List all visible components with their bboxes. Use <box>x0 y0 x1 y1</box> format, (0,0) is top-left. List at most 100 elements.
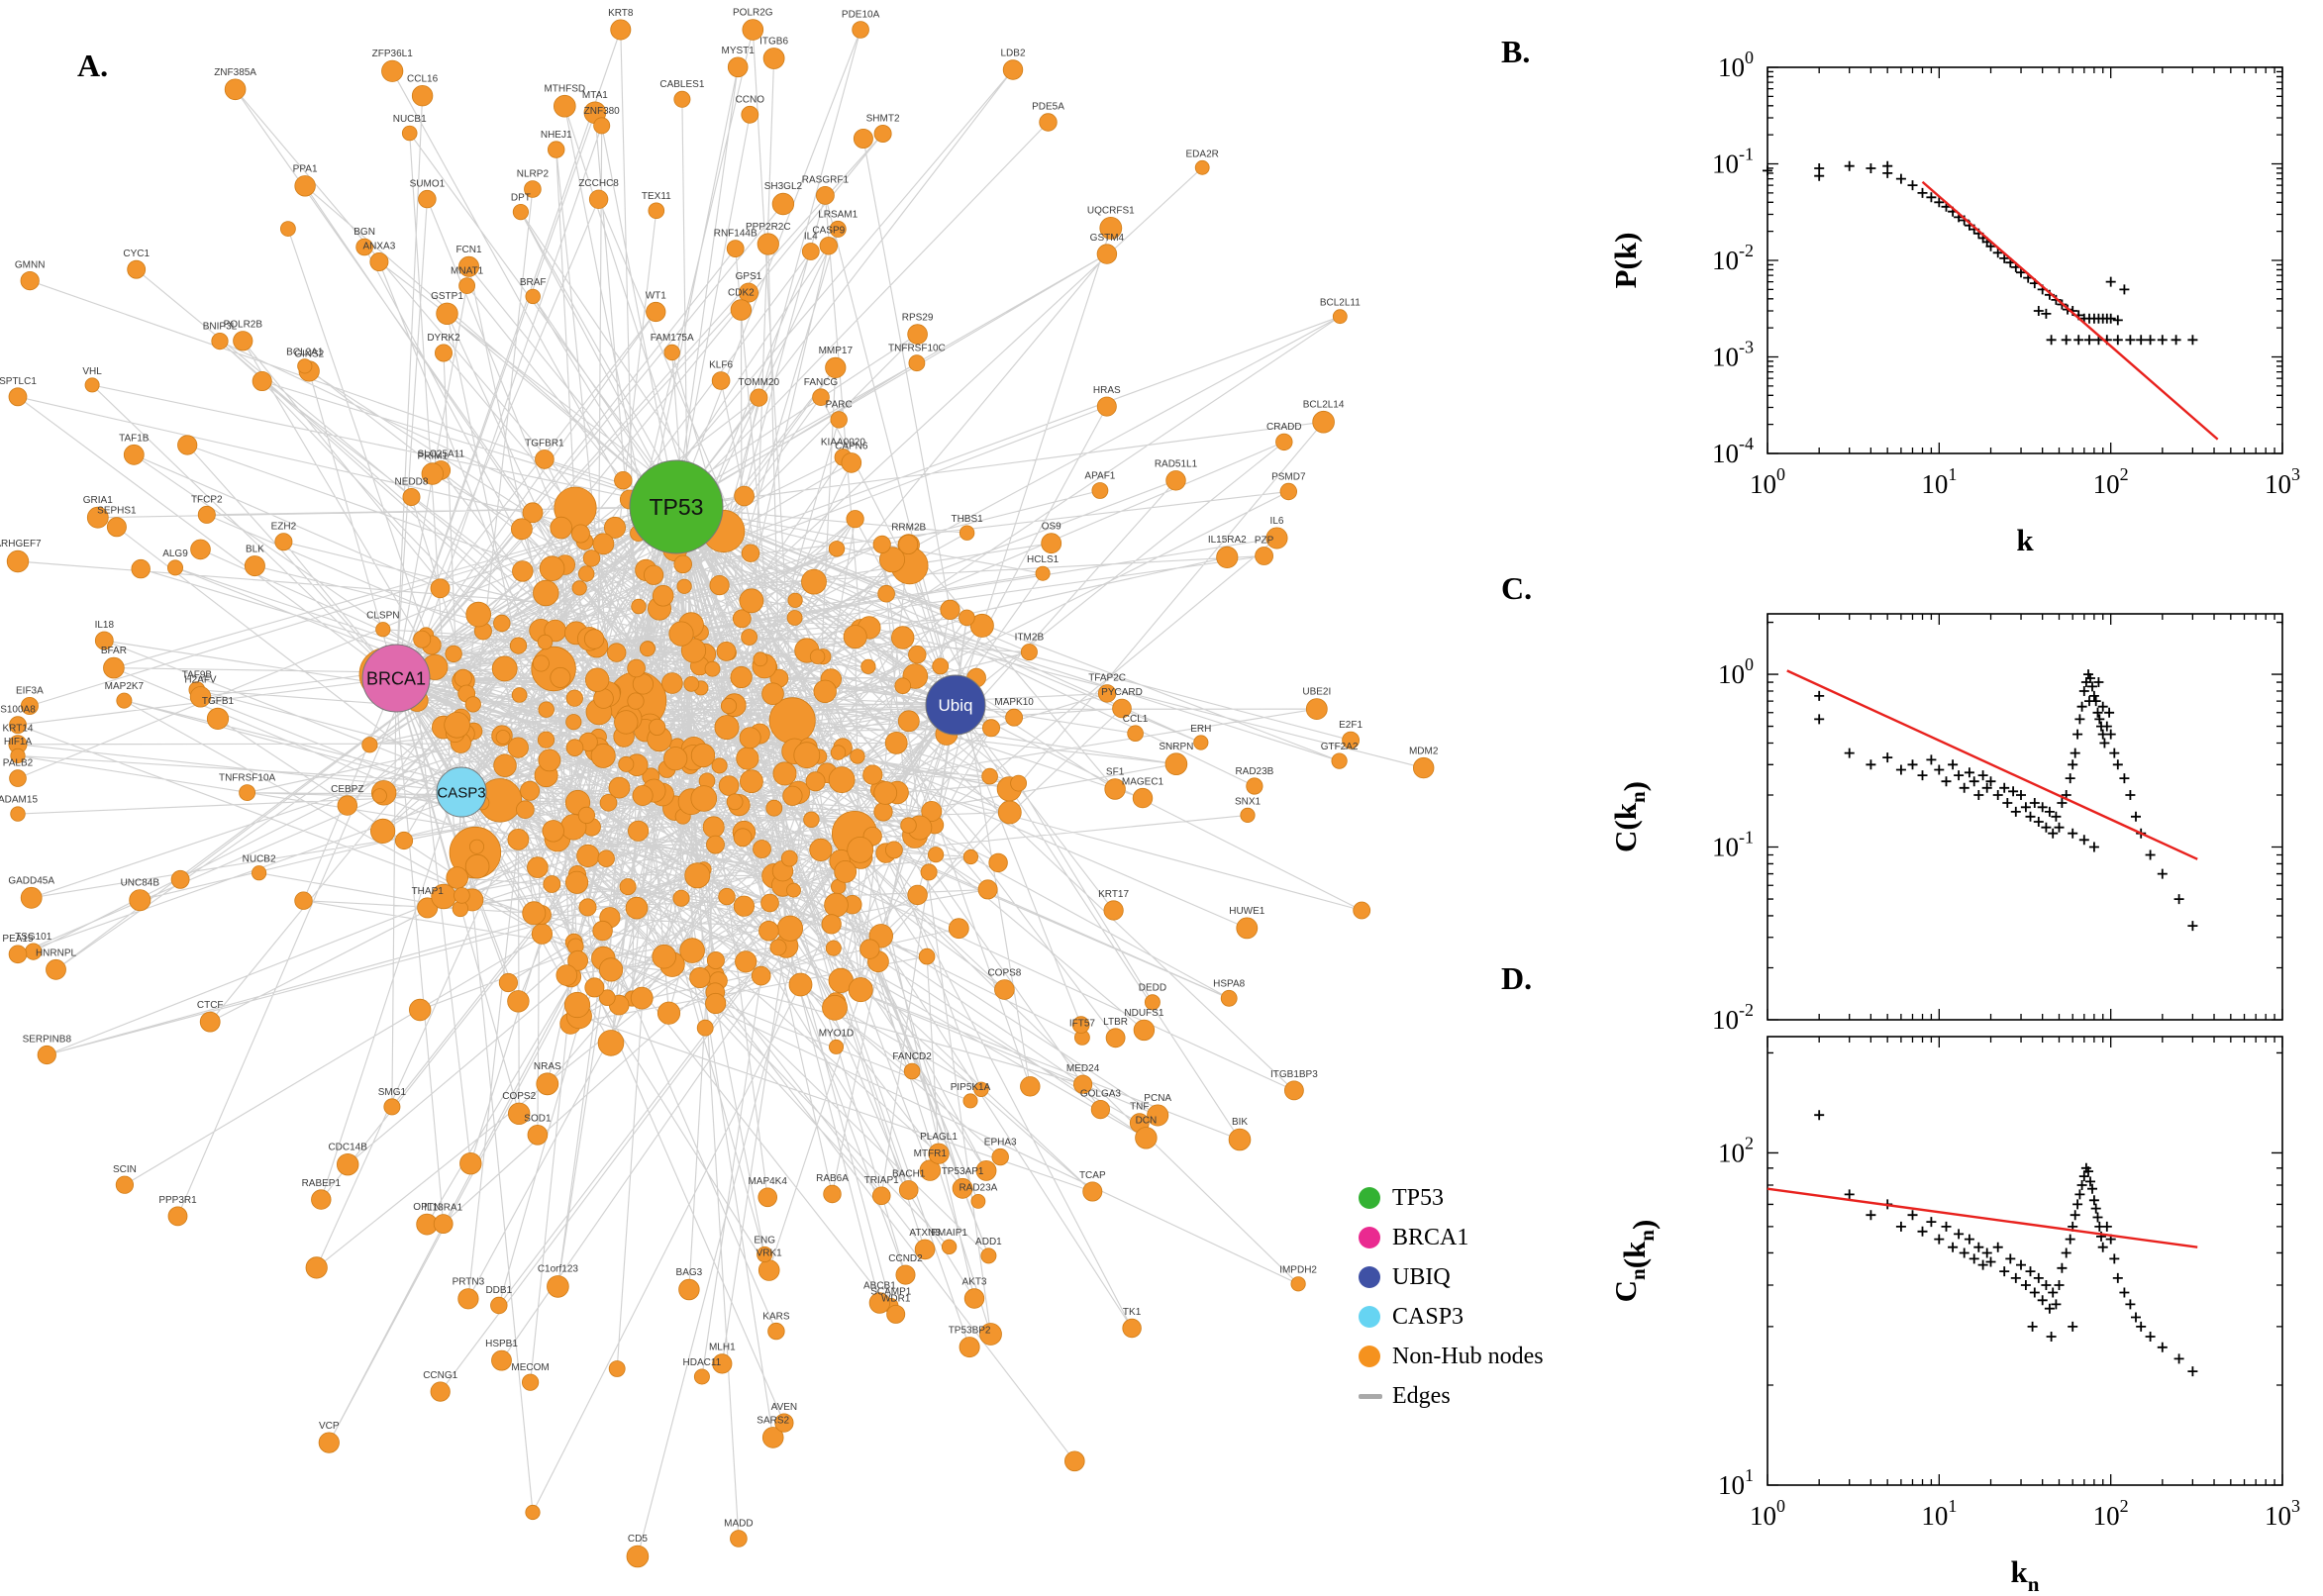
axis-tick-label: 102 <box>2093 1496 2129 1531</box>
gene-node-label: SNX1 <box>1235 796 1262 807</box>
gene-node-label: SERPINB8 <box>23 1034 72 1045</box>
gene-node-label: H2AFV <box>184 675 217 686</box>
gene-node-label: BCL2L11 <box>1320 298 1361 309</box>
gene-node-label: PPA1 <box>293 164 318 175</box>
gene-node-label: GPS1 <box>736 271 762 282</box>
legend-swatch-brca1-icon <box>1359 1227 1380 1248</box>
gene-node-label: IL6 <box>1270 516 1284 527</box>
gene-node-label: HCLS1 <box>1027 554 1060 565</box>
legend-label-edges: Edges <box>1392 1382 1451 1409</box>
gene-node-label: CYC1 <box>123 249 150 259</box>
legend-swatch-casp3-icon <box>1359 1306 1380 1328</box>
gene-node-label: ABCB1 <box>863 1281 896 1292</box>
gene-node-label: VRK1 <box>757 1248 783 1259</box>
gene-node-label: SCAMP1 <box>870 1286 912 1297</box>
gene-node-label: FANCD2 <box>892 1051 932 1062</box>
gene-node-label: ZNF385A <box>214 67 256 78</box>
legend-swatch-tp53-icon <box>1359 1187 1380 1209</box>
gene-node-label: C1orf123 <box>538 1263 579 1274</box>
gene-node-label: ENG <box>754 1235 775 1246</box>
gene-node-label: ADD1 <box>975 1237 1002 1247</box>
legend-label-casp3: CASP3 <box>1392 1303 1464 1330</box>
gene-node-label: EIF3A <box>16 685 44 696</box>
gene-node-label: RABEP1 <box>302 1178 342 1189</box>
gene-node-label: IL4 <box>804 232 818 243</box>
gene-node-label: SH3GL2 <box>764 181 803 192</box>
gene-node-label: TRIAP1 <box>864 1175 899 1186</box>
panel-a-label: A. <box>77 48 109 83</box>
gene-node-label: TNF <box>1130 1102 1149 1113</box>
gene-node-label: SEPHS1 <box>97 506 137 517</box>
gene-node-label: MAP4K4 <box>748 1176 787 1187</box>
gene-node-label: PDE10A <box>842 10 880 21</box>
gene-node-label: HNRNPL <box>36 948 77 958</box>
gene-node-label: AKT3 <box>961 1277 986 1288</box>
gene-node-label: BIK <box>1232 1117 1248 1128</box>
gene-node-label: IL18 <box>95 620 115 631</box>
gene-node-label: TOMM20 <box>739 377 780 388</box>
gene-node-label: OPTN <box>413 1202 441 1213</box>
gene-node-label: CRADD <box>1266 422 1302 433</box>
gene-node-label: CLSPN <box>366 611 399 622</box>
gene-node-label: GOLGA3 <box>1080 1089 1122 1100</box>
gene-node-label: PPP2R2C <box>746 222 791 233</box>
gene-node-label: TAF1B <box>119 433 150 444</box>
hub-label-tp53: TP53 <box>650 494 704 520</box>
gene-node-label: MYO1D <box>819 1028 855 1039</box>
legend-swatch-edges-icon <box>1359 1393 1382 1399</box>
gene-node-label: FCN1 <box>455 245 482 255</box>
gene-node-label: ANXA3 <box>363 241 396 251</box>
axis-tick-label: 100 <box>1718 48 1754 82</box>
gene-node-label: RAD23B <box>1235 766 1273 777</box>
gene-node-label: MAP2K7 <box>105 681 145 692</box>
gene-node-label: HSPA8 <box>1213 978 1245 989</box>
gene-node-label: OS9 <box>1042 522 1061 533</box>
gene-node-label: HSPB1 <box>485 1339 518 1349</box>
gene-node-label: GSTP1 <box>431 291 463 302</box>
axis-ticks <box>1767 1037 2283 1486</box>
network-legend: TP53 BRCA1 UBIQ CASP3 Non-Hub nodes Edges <box>1359 1178 1544 1416</box>
axis-label: Cn(kn) <box>1608 1220 1661 1303</box>
axis-label: C(kn) <box>1608 781 1652 852</box>
gene-node-label: DEDD <box>1139 983 1166 994</box>
gene-node-label: DCN <box>1136 1116 1158 1127</box>
gene-node-label: PIP5K1A <box>951 1082 991 1093</box>
gene-node-label: KRT8 <box>608 8 634 19</box>
gene-node-label: RAD23A <box>959 1182 997 1193</box>
legend-label-nonhub: Non-Hub nodes <box>1392 1343 1544 1369</box>
gene-node-label: HDAC11 <box>683 1357 722 1368</box>
gene-node-label: GRIA1 <box>83 495 113 506</box>
gene-node-label: NUCB2 <box>243 854 276 865</box>
gene-node-label: TEX11 <box>642 191 671 202</box>
gene-node-label: MDM2 <box>1409 746 1439 756</box>
network-node-labels: MAGEC1 TAF9B ALG9 RNF144B C1orf123 HDAC11 TP53… <box>0 8 1439 1545</box>
gene-node-label: SF1 <box>1106 767 1125 778</box>
protein-network-graph: TP53 BRCA1 Ubiq CASP3 MAGEC1 TAF9B ALG9 RNF144B… <box>0 8 1439 1568</box>
gene-node-label: MTFR1 <box>914 1148 948 1159</box>
gene-node-label: BACH1 <box>892 1169 926 1180</box>
axis-tick-label: 102 <box>1718 1133 1754 1167</box>
gene-node-label: ATXN3 <box>909 1228 941 1239</box>
gene-node-label: CEBPZ <box>331 784 363 795</box>
gene-node-label: COPS2 <box>502 1091 536 1102</box>
scatter-points <box>1763 160 2198 346</box>
gene-node-label: IL13RA1 <box>424 1203 462 1214</box>
gene-node-label: RAB6A <box>816 1173 849 1184</box>
gene-node-label: MLH1 <box>709 1343 736 1353</box>
gene-node-label: EZH2 <box>271 522 297 533</box>
gene-node-label: MYST1 <box>722 46 756 56</box>
gene-node-label: ZFP36L1 <box>372 49 414 59</box>
legend-swatch-nonhub-icon <box>1359 1346 1380 1367</box>
gene-node-label: PALB2 <box>3 758 34 769</box>
gene-node-label: VHL <box>82 366 102 377</box>
gene-node-label: LDB2 <box>1000 49 1025 59</box>
axis-tick-label: 101 <box>1921 1496 1957 1531</box>
gene-node-label: MAGEC1 <box>1122 776 1164 787</box>
gene-node-label: IFT57 <box>1069 1019 1096 1030</box>
gene-node-label: PPP3R1 <box>158 1195 197 1206</box>
network-hub-nodes: TP53 BRCA1 Ubiq CASP3 <box>361 459 986 818</box>
axis-label: P(k) <box>1608 233 1643 289</box>
gene-node-label: ADAM15 <box>0 795 38 806</box>
gene-node-label: ARHGEF7 <box>0 539 42 549</box>
axis-tick-label: 102 <box>2093 464 2129 499</box>
